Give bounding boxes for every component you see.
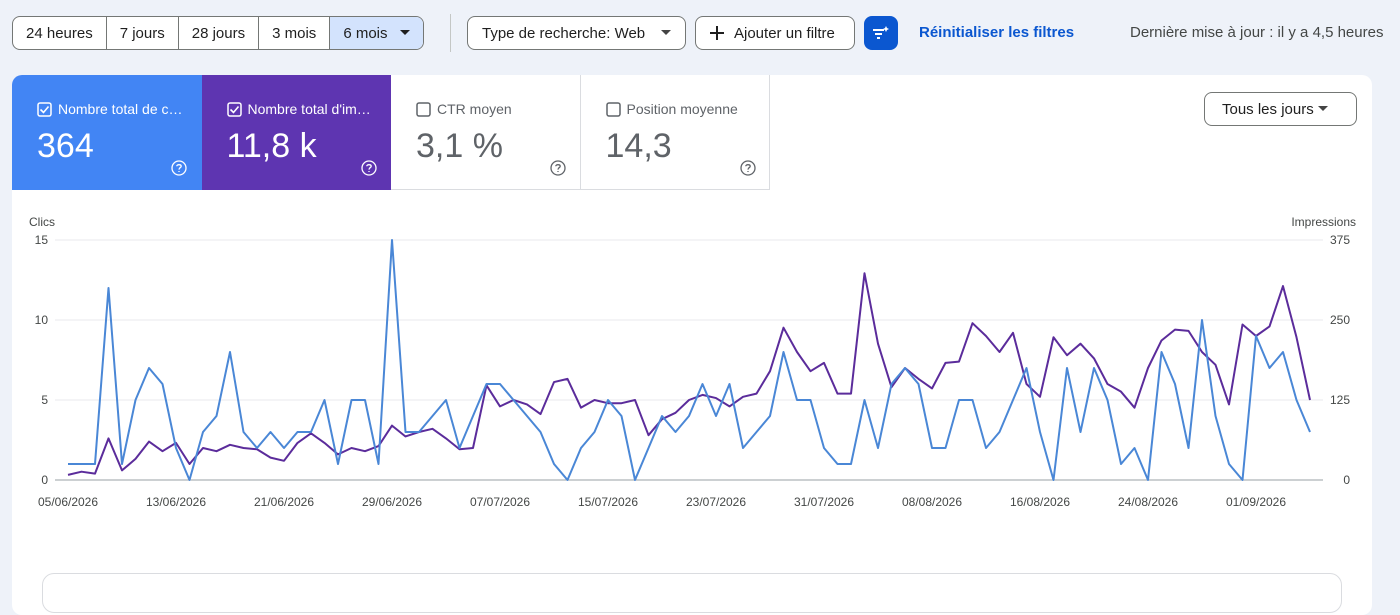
date-range-chip[interactable]: 7 jours bbox=[107, 17, 179, 49]
add-filter-button[interactable]: Ajouter un filtre bbox=[695, 16, 855, 50]
y2-tick-label: 0 bbox=[1343, 473, 1350, 487]
y2-axis-title: Impressions bbox=[1291, 215, 1356, 229]
help-icon bbox=[550, 160, 566, 176]
x-tick-label: 05/06/2026 bbox=[38, 495, 98, 509]
help-circle bbox=[739, 160, 756, 176]
help-glyph bbox=[176, 164, 182, 172]
metric-value: 11,8 k bbox=[226, 127, 317, 165]
y2-tick-label: 125 bbox=[1330, 393, 1350, 407]
date-range-chip[interactable]: 6 mois bbox=[330, 17, 423, 49]
x-tick-label: 23/07/2026 bbox=[686, 495, 746, 509]
metric-value: 14,3 bbox=[605, 127, 672, 165]
bottom-card bbox=[42, 573, 1342, 613]
series-line bbox=[68, 239, 1311, 481]
granularity-label: Tous les jours bbox=[1222, 100, 1314, 118]
date-range-chip[interactable]: 24 heures bbox=[13, 17, 107, 49]
y-axis-title: Clics bbox=[29, 215, 55, 229]
date-range-chip[interactable]: 3 mois bbox=[259, 17, 331, 49]
x-tick-label: 08/08/2026 bbox=[902, 495, 962, 509]
dropdown-arrow bbox=[399, 30, 410, 35]
checkbox-box bbox=[226, 102, 242, 117]
dropdown-arrow bbox=[1318, 106, 1328, 111]
metric-value: 364 bbox=[37, 127, 94, 165]
metric-card[interactable]: CTR moyen 3,1 % bbox=[391, 75, 581, 190]
search-type-dropdown[interactable]: Type de recherche: Web bbox=[467, 16, 686, 50]
checkbox-box bbox=[37, 102, 52, 117]
metric-label: CTR moyen bbox=[437, 101, 512, 117]
y2-tick-label: 375 bbox=[1330, 233, 1350, 247]
x-tick-label: 24/08/2026 bbox=[1118, 495, 1178, 509]
x-tick-label: 13/06/2026 bbox=[146, 495, 206, 509]
help-icon bbox=[171, 160, 187, 176]
metric-label: Nombre total d'im… bbox=[247, 101, 371, 117]
checkbox-box bbox=[416, 102, 431, 117]
plus-icon bbox=[710, 26, 724, 40]
granularity-dropdown[interactable]: Tous les jours bbox=[1204, 92, 1357, 126]
help-glyph bbox=[555, 164, 561, 172]
add-filter-label: Ajouter un filtre bbox=[734, 24, 835, 42]
metric-label: Nombre total de c… bbox=[58, 101, 183, 117]
metric-value: 3,1 % bbox=[416, 127, 503, 165]
chart: Clics Impressions 0 5 10 15 0 125 250 375 05/06/20… bbox=[29, 215, 1356, 509]
y-tick-label: 15 bbox=[35, 233, 49, 247]
checkbox bbox=[226, 102, 242, 117]
reset-filters-link[interactable]: Réinitialiser les filtres bbox=[919, 24, 1075, 41]
x-tick-label: 07/07/2026 bbox=[470, 495, 530, 509]
help-circle bbox=[171, 160, 187, 176]
date-range-chip[interactable]: 28 jours bbox=[179, 17, 260, 49]
filter-icon-button[interactable] bbox=[864, 16, 898, 50]
arrow bbox=[399, 30, 410, 35]
date-range-label: 24 heures bbox=[26, 24, 93, 42]
last-update: Dernière mise à jour : il y a 4,5 heures bbox=[1130, 24, 1384, 41]
y-tick-label: 5 bbox=[41, 393, 48, 407]
help-glyph bbox=[744, 164, 751, 172]
checkbox bbox=[605, 102, 621, 117]
date-range-label: 7 jours bbox=[119, 24, 165, 42]
date-range-label: 3 mois bbox=[272, 24, 317, 42]
help-circle bbox=[550, 160, 566, 176]
y2-tick-label: 250 bbox=[1330, 313, 1350, 327]
metric-card[interactable]: Nombre total de c… 364 bbox=[12, 75, 202, 190]
search-type-label: Type de recherche: Web bbox=[482, 24, 646, 42]
checkbox bbox=[37, 102, 52, 117]
x-tick-label: 15/07/2026 bbox=[578, 495, 638, 509]
filter-icon bbox=[873, 26, 889, 39]
help-icon bbox=[360, 160, 377, 176]
page: 24 heures 7 jours 28 jours 3 mois 6 mois Typ… bbox=[12, 14, 1384, 615]
dropdown-arrow bbox=[661, 30, 671, 35]
x-tick-label: 21/06/2026 bbox=[254, 495, 314, 509]
checkbox-box bbox=[605, 102, 621, 117]
x-tick-label: 01/09/2026 bbox=[1226, 495, 1286, 509]
x-tick-label: 29/06/2026 bbox=[362, 495, 422, 509]
x-tick-label: 31/07/2026 bbox=[794, 495, 854, 509]
metric-card[interactable]: Position moyenne 14,3 bbox=[580, 75, 770, 190]
x-tick-label: 16/08/2026 bbox=[1010, 495, 1070, 509]
y-tick-label: 0 bbox=[41, 473, 48, 487]
y-tick-label: 10 bbox=[35, 313, 49, 327]
help-icon bbox=[739, 160, 756, 176]
date-range-group: 24 heures 7 jours 28 jours 3 mois 6 mois bbox=[12, 16, 424, 50]
date-range-label: 6 mois bbox=[343, 24, 388, 42]
checkmark bbox=[229, 105, 239, 114]
series-line bbox=[67, 272, 1311, 476]
divider bbox=[450, 14, 451, 52]
metric-label: Position moyenne bbox=[626, 101, 738, 117]
help-glyph bbox=[365, 164, 372, 172]
checkbox bbox=[416, 102, 431, 117]
metric-card[interactable]: Nombre total d'im… 11,8 k bbox=[201, 75, 391, 190]
date-range-label: 28 jours bbox=[191, 24, 246, 42]
help-circle bbox=[360, 160, 377, 176]
checkmark bbox=[39, 105, 50, 114]
